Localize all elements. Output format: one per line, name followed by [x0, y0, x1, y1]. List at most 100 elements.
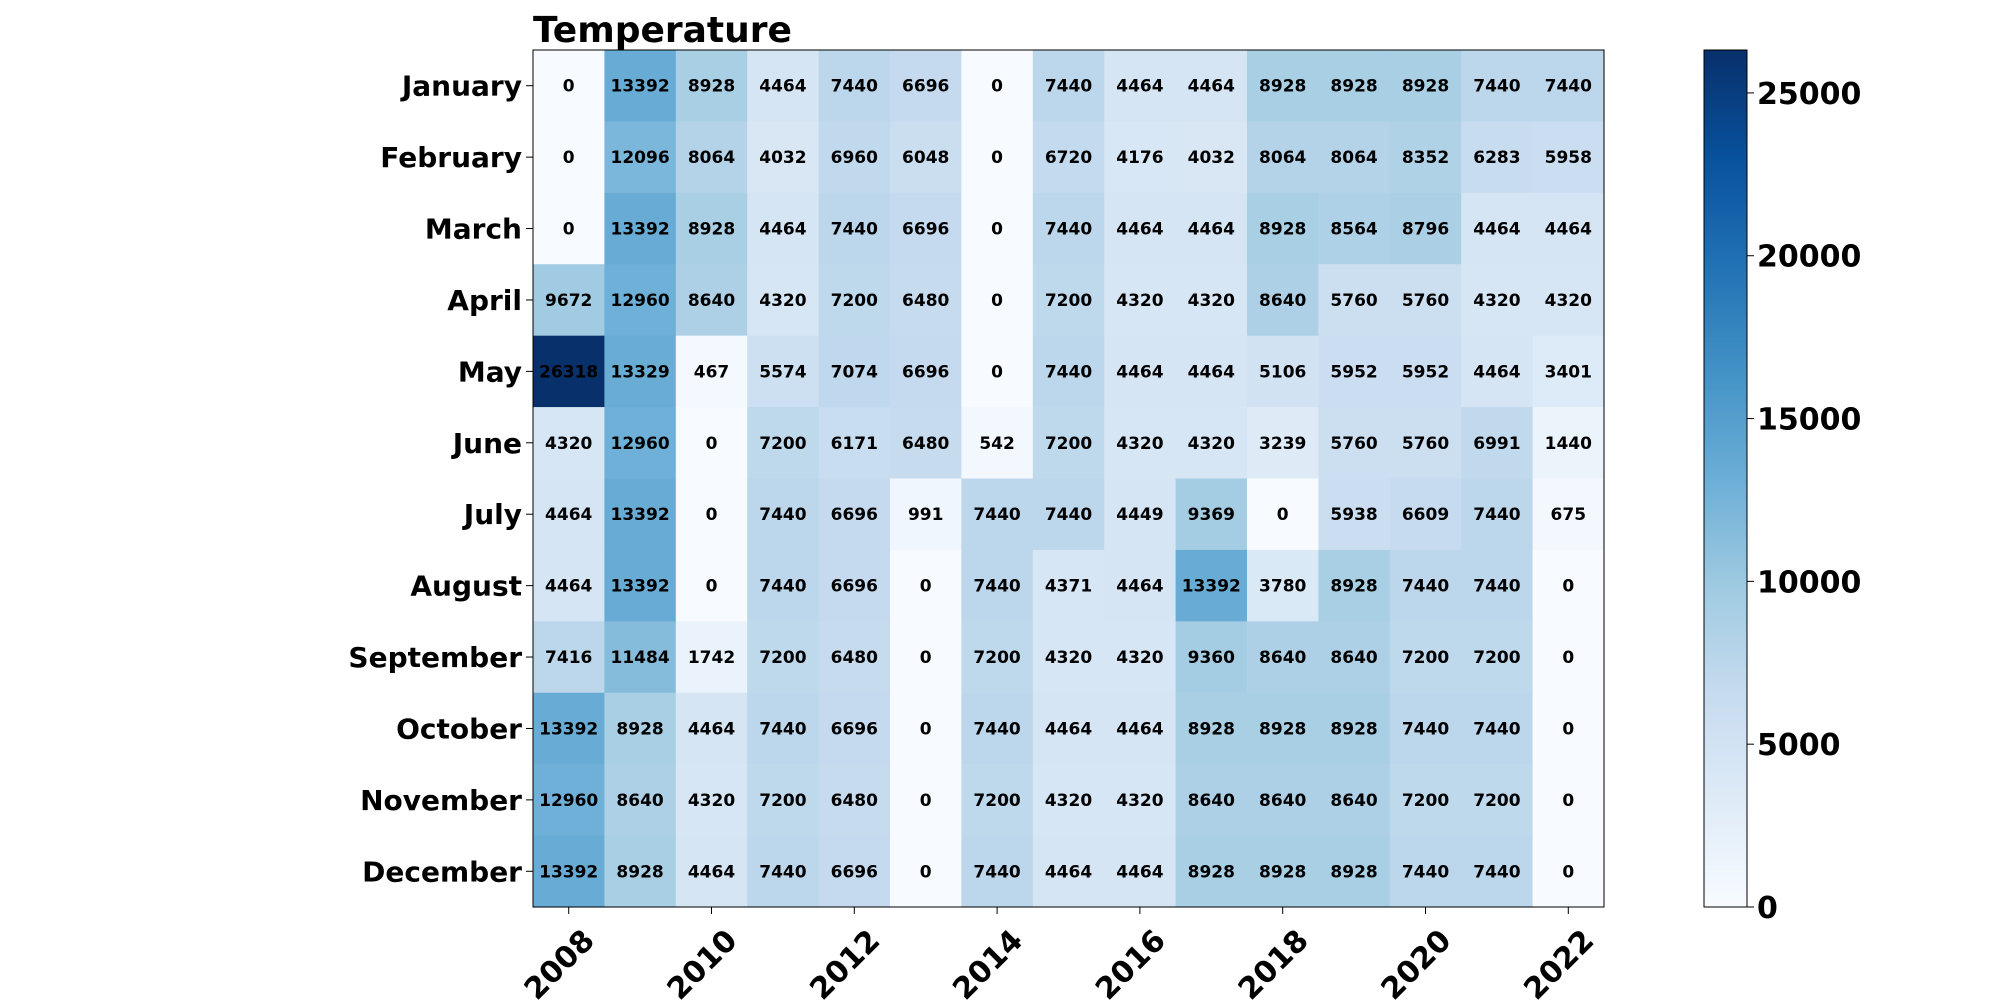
cell-value-label: 7200	[759, 648, 806, 668]
heatmap-cell	[818, 407, 891, 480]
heatmap-cell	[1389, 192, 1462, 265]
heatmap-cell	[604, 835, 677, 908]
heatmap-cell	[747, 192, 820, 265]
cell-value-label: 7200	[1045, 291, 1092, 311]
heatmap-cell	[1318, 121, 1391, 194]
heatmap-cell	[890, 121, 962, 194]
cell-value-label: 7200	[1473, 648, 1520, 668]
heatmap-cell	[675, 335, 748, 408]
heatmap-cell	[1032, 50, 1105, 123]
cell-value-label: 8352	[1402, 148, 1449, 168]
cell-value-label: 7440	[1473, 577, 1520, 597]
cell-value-label: 6609	[1402, 505, 1449, 525]
cell-value-label: 7440	[1545, 77, 1592, 97]
heatmap-cell	[1175, 335, 1248, 408]
cell-value-label: 4032	[1188, 148, 1235, 168]
colorbar-tick-label: 25000	[1757, 77, 1861, 112]
heatmap-cell	[1032, 478, 1105, 551]
row-label: November	[360, 784, 522, 817]
cell-value-label: 7440	[1402, 862, 1449, 882]
heatmap-cell	[1104, 478, 1177, 551]
heatmap-cell	[1389, 50, 1462, 123]
row-label: March	[425, 213, 522, 246]
cell-value-label: 8640	[1259, 648, 1306, 668]
heatmap-cell	[675, 478, 748, 551]
row-label: December	[362, 855, 522, 888]
cell-value-label: 5760	[1402, 291, 1449, 311]
cell-value-label: 8640	[688, 291, 735, 311]
heatmap-cell	[890, 335, 962, 408]
column-label: 2014	[946, 923, 1030, 1000]
cell-value-label: 4320	[1116, 791, 1163, 811]
cell-value-label: 4320	[759, 291, 806, 311]
cell-value-label: 0	[563, 77, 575, 97]
cell-value-label: 4464	[1188, 362, 1235, 382]
cell-value-label: 7440	[1473, 719, 1520, 739]
column-label: 2016	[1089, 923, 1173, 1000]
heatmap-cell	[1175, 692, 1248, 765]
cell-value-label: 8928	[1402, 77, 1449, 97]
heatmap-cell	[1247, 549, 1319, 622]
cell-value-label: 6480	[902, 434, 949, 454]
cell-value-label: 6991	[1473, 434, 1520, 454]
cell-value-label: 8640	[616, 791, 663, 811]
cell-value-label: 8928	[616, 719, 663, 739]
cell-value-label: 11484	[611, 648, 670, 668]
heatmap-cell	[675, 549, 748, 622]
cell-value-label: 4449	[1116, 505, 1163, 525]
cell-value-label: 5760	[1330, 291, 1377, 311]
cell-value-label: 1440	[1545, 434, 1592, 454]
heatmap-cell	[1389, 478, 1462, 551]
cell-value-label: 6480	[902, 291, 949, 311]
heatmap-cell	[1032, 621, 1105, 694]
cell-value-label: 7440	[973, 505, 1020, 525]
heatmap-cell	[533, 764, 605, 837]
heatmap-cell	[961, 407, 1034, 480]
heatmap-cell	[1389, 621, 1462, 694]
heatmap-cell	[1175, 835, 1248, 908]
cell-value-label: 0	[1562, 791, 1574, 811]
cell-value-label: 8064	[688, 148, 735, 168]
heatmap-cell	[675, 192, 748, 265]
cell-value-label: 4464	[1473, 220, 1520, 240]
heatmap-cell	[604, 621, 677, 694]
heatmap-cell	[1461, 121, 1534, 194]
cell-value-label: 7440	[973, 862, 1020, 882]
heatmap-cell	[1389, 335, 1462, 408]
heatmap-cell	[1247, 121, 1319, 194]
cell-value-label: 8064	[1259, 148, 1306, 168]
cell-value-label: 0	[706, 434, 718, 454]
heatmap-cell	[1532, 335, 1605, 408]
heatmap-cell	[675, 764, 748, 837]
cell-value-label: 4320	[1116, 434, 1163, 454]
heatmap-cell	[747, 50, 820, 123]
heatmap-cell	[890, 478, 962, 551]
heatmap-cell	[818, 192, 891, 265]
cell-value-label: 542	[979, 434, 1015, 454]
cell-value-label: 8928	[1259, 77, 1306, 97]
cell-value-label: 7440	[1473, 77, 1520, 97]
heatmap-cell	[1389, 407, 1462, 480]
heatmap-cell	[1247, 335, 1319, 408]
cell-value-label: 7074	[831, 362, 878, 382]
heatmap-cell	[1318, 549, 1391, 622]
heatmap-cell	[1032, 264, 1105, 337]
cell-value-label: 0	[1562, 648, 1574, 668]
cell-value-label: 8928	[1259, 719, 1306, 739]
heatmap-cell	[1389, 835, 1462, 908]
heatmap-cell	[747, 264, 820, 337]
cell-value-label: 5106	[1259, 362, 1306, 382]
cell-value-label: 4464	[1116, 220, 1163, 240]
heatmap-cell	[961, 264, 1034, 337]
cell-value-label: 0	[563, 148, 575, 168]
cell-value-label: 4464	[688, 719, 735, 739]
heatmap-cell	[890, 264, 962, 337]
cell-value-label: 8796	[1402, 220, 1449, 240]
heatmap-cell	[1532, 764, 1605, 837]
heatmap-cell	[1461, 764, 1534, 837]
cell-value-label: 6283	[1473, 148, 1520, 168]
heatmap-cell	[961, 835, 1034, 908]
heatmap-cell	[1461, 50, 1534, 123]
